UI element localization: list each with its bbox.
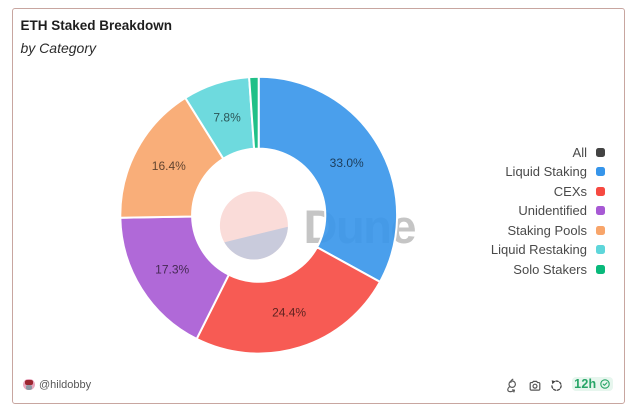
svg-text:24.4%: 24.4% <box>272 305 306 319</box>
svg-text:17.3%: 17.3% <box>155 262 189 276</box>
svg-text:7.8%: 7.8% <box>213 111 241 125</box>
svg-text:16.4%: 16.4% <box>152 159 186 173</box>
svg-text:33.0%: 33.0% <box>330 156 364 170</box>
